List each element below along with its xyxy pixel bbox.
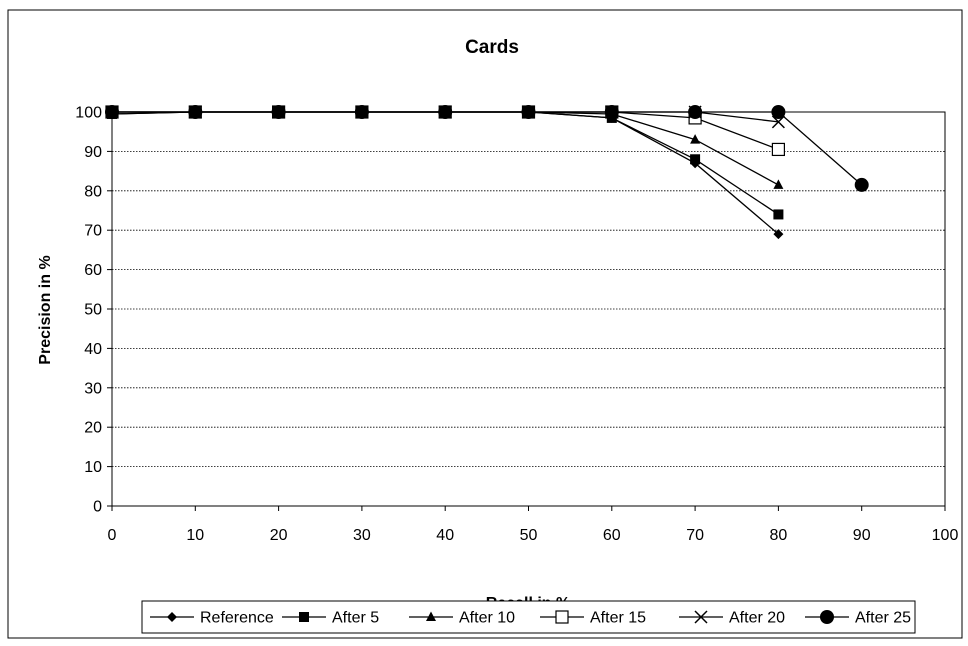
data-point-after-25: [271, 105, 286, 119]
x-tick-label: 70: [686, 527, 704, 544]
data-point-after-5: [773, 209, 784, 220]
data-point-after-25: [771, 105, 786, 119]
legend-marker: [167, 612, 177, 622]
x-tick-label: 60: [603, 527, 621, 544]
data-point-reference: [773, 229, 784, 240]
data-point-after-10: [690, 134, 701, 144]
legend-label: After 20: [729, 610, 785, 627]
y-tick-label: 20: [84, 420, 102, 437]
y-tick-label: 80: [84, 183, 102, 200]
series-line-after-25: [112, 111, 863, 186]
data-point-after-5: [690, 154, 701, 165]
y-tick-label: 0: [93, 499, 102, 516]
y-axis-label: Precision in %: [37, 255, 54, 364]
data-point-after-10: [773, 179, 784, 189]
legend-marker: [820, 610, 834, 624]
legend-item: After 20: [679, 610, 785, 627]
y-tick-label: 100: [75, 105, 102, 122]
legend-item: After 25: [805, 610, 911, 627]
x-tick-label: 0: [108, 527, 117, 544]
legend-label: After 10: [459, 610, 515, 627]
data-point-after-25: [688, 105, 703, 119]
y-tick-label: 70: [84, 223, 102, 240]
legend-marker: [299, 612, 309, 622]
data-point-after-25: [105, 105, 119, 119]
plot-area: 0 10 20 30 40 50 60 70 80 90 100 0 10 20 30 40 50 60 70 80 9…: [75, 105, 958, 545]
data-point-after-25: [438, 105, 453, 119]
y-tick-label: 30: [84, 380, 102, 397]
x-tick-label: 20: [270, 527, 288, 544]
y-tick-label: 10: [84, 459, 102, 476]
legend-label: Reference: [200, 610, 274, 627]
data-point-after-25: [354, 105, 369, 119]
data-point-after-25: [188, 105, 203, 119]
x-tick-label: 80: [770, 527, 788, 544]
legend-item: After 5: [282, 610, 379, 627]
x-tick-label: 100: [932, 527, 959, 544]
chart-title: Cards: [465, 37, 519, 58]
legend-label: After 25: [855, 610, 911, 627]
data-point-after-25: [854, 177, 869, 192]
x-tick-label: 30: [353, 527, 371, 544]
data-point-after-15: [771, 142, 786, 157]
legend-item: Reference: [150, 610, 274, 627]
data-point-after-20: [771, 115, 785, 129]
legend-marker: [555, 610, 569, 624]
y-tick-label: 60: [84, 262, 102, 279]
x-tick-label: 10: [186, 527, 204, 544]
legend-box: [141, 600, 916, 634]
legend: Reference After 5 After 10 After 15 After 20…: [141, 600, 916, 634]
data-point-after-25: [521, 105, 536, 119]
x-tick-label: 40: [436, 527, 454, 544]
legend-marker: [426, 611, 436, 621]
y-tick-label: 90: [84, 144, 102, 161]
y-tick-label: 50: [84, 302, 102, 319]
legend-marker: [694, 610, 708, 624]
legend-label: After 5: [332, 610, 379, 627]
y-tick-label: 40: [84, 341, 102, 358]
x-tick-label: 50: [520, 527, 538, 544]
x-tick-label: 90: [853, 527, 871, 544]
legend-label: After 15: [590, 610, 646, 627]
data-point-after-25: [604, 105, 619, 119]
legend-item: After 15: [540, 610, 646, 627]
legend-item: After 10: [409, 610, 515, 627]
